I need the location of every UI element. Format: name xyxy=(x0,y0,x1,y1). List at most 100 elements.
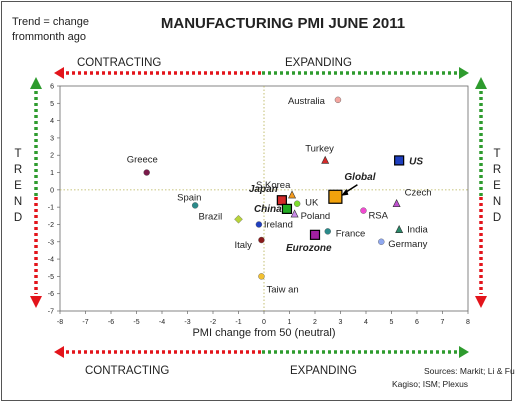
data-point-label: France xyxy=(336,228,366,239)
data-point-label: US xyxy=(409,156,423,167)
y-tick-label: -2 xyxy=(48,222,54,229)
y-tick-label: 6 xyxy=(50,84,54,91)
data-point: UK xyxy=(293,198,319,209)
right-arrow-head-bottom xyxy=(459,346,469,358)
x-tick-label: -1 xyxy=(235,319,241,326)
data-point-marker xyxy=(394,155,405,166)
data-point-label: Japan xyxy=(249,184,278,195)
data-point: Czech xyxy=(392,188,432,207)
chart-title: MANUFACTURING PMI JUNE 2011 xyxy=(161,15,405,32)
data-point-label: India xyxy=(407,225,428,236)
y-tick-label: -3 xyxy=(48,239,54,246)
x-tick-label: -4 xyxy=(159,319,165,326)
x-tick-label: -3 xyxy=(184,319,190,326)
x-tick-label: 2 xyxy=(313,319,317,326)
data-point-marker xyxy=(290,209,299,218)
data-point-label: Czech xyxy=(405,188,432,199)
data-point: RSA xyxy=(360,207,389,222)
data-point: Australia xyxy=(288,96,342,107)
trend-letter: D xyxy=(493,212,501,224)
data-point-label: Taiw an xyxy=(266,284,298,295)
trend-note-line2: frommonth ago xyxy=(12,31,86,43)
x-axis-label: PMI change from 50 (neutral) xyxy=(192,327,335,339)
trend-letter: D xyxy=(14,212,22,224)
data-point-label: UK xyxy=(305,198,319,209)
data-point: Japan xyxy=(249,184,287,206)
data-point-marker xyxy=(395,224,404,233)
data-point: Greece xyxy=(127,155,158,176)
trend-letter: T xyxy=(493,148,500,160)
contracting-bottom-label: CONTRACTING xyxy=(85,365,169,377)
data-point-label: S Korea xyxy=(256,180,291,191)
data-point: France xyxy=(324,228,366,239)
trend-letter: E xyxy=(493,180,501,192)
y-tick-label: 3 xyxy=(50,135,54,142)
data-point: Turkey xyxy=(305,143,334,164)
x-tick-label: -2 xyxy=(210,319,216,326)
x-tick-label: 5 xyxy=(390,319,394,326)
data-point-marker xyxy=(360,207,367,214)
data-point-marker xyxy=(324,228,331,235)
expanding-bottom-label: EXPANDING xyxy=(290,365,357,377)
x-tick-label: -7 xyxy=(82,319,88,326)
direction-arrows xyxy=(30,67,487,358)
data-point: Spain xyxy=(177,192,201,209)
x-tick-label: -8 xyxy=(57,319,63,326)
x-tick-label: -6 xyxy=(108,319,114,326)
left-arrow-head-bottom xyxy=(54,346,64,358)
x-tick-label: 0 xyxy=(262,319,266,326)
data-point-label: China xyxy=(254,204,282,215)
data-point: US xyxy=(394,155,423,167)
data-point: India xyxy=(395,224,428,236)
y-tick-label: 0 xyxy=(50,187,54,194)
data-point-label: Brazil xyxy=(199,211,223,222)
data-point: Italy xyxy=(234,236,265,251)
data-point: Eurozone xyxy=(286,229,332,254)
data-point-marker xyxy=(334,96,342,104)
data-point-marker xyxy=(328,189,343,204)
contracting-top-label: CONTRACTING xyxy=(77,57,161,69)
data-point-marker xyxy=(234,214,243,224)
x-tick-label: 6 xyxy=(415,319,419,326)
down-arrow-head-left xyxy=(30,296,42,308)
data-point: Ireland xyxy=(255,219,293,230)
up-arrow-head-right xyxy=(475,77,487,89)
data-point-label: Ireland xyxy=(264,219,293,230)
left-arrow-head-top xyxy=(54,67,64,79)
down-arrow-head-right xyxy=(475,296,487,308)
data-point: Germany xyxy=(378,238,428,250)
data-point: Brazil xyxy=(199,211,243,224)
x-tick-label: 7 xyxy=(441,319,445,326)
y-tick-label: 2 xyxy=(50,153,54,160)
data-point-marker xyxy=(288,190,297,199)
data-point-label: Turkey xyxy=(305,143,334,154)
data-point: Poland xyxy=(290,209,331,222)
right-arrow-head-top xyxy=(459,67,469,79)
data-point-label: Australia xyxy=(288,96,326,107)
data-point-label: Poland xyxy=(301,211,331,222)
y-tick-label: -7 xyxy=(48,309,54,316)
trend-letter: R xyxy=(14,164,22,176)
data-point-marker xyxy=(191,202,199,209)
data-point-label: RSA xyxy=(368,211,388,222)
data-point-marker xyxy=(276,195,287,206)
data-point-marker xyxy=(258,236,265,244)
data-point: Global xyxy=(328,172,376,204)
trend-letter: R xyxy=(493,164,501,176)
data-point-label: Eurozone xyxy=(286,243,332,254)
sources-line2: Kagiso; ISM; Plexus xyxy=(392,379,468,389)
data-point-label: Germany xyxy=(388,239,427,250)
data-point-marker xyxy=(258,273,265,280)
trend-letter: N xyxy=(14,196,22,208)
trend-letter: N xyxy=(493,196,501,208)
expanding-top-label: EXPANDING xyxy=(285,57,352,69)
trend-letter: T xyxy=(14,148,21,160)
x-tick-label: 8 xyxy=(466,319,470,326)
up-arrow-head-left xyxy=(30,77,42,89)
data-point-marker xyxy=(255,221,263,228)
data-point-label: Greece xyxy=(127,155,158,166)
x-tick-label: 3 xyxy=(339,319,343,326)
